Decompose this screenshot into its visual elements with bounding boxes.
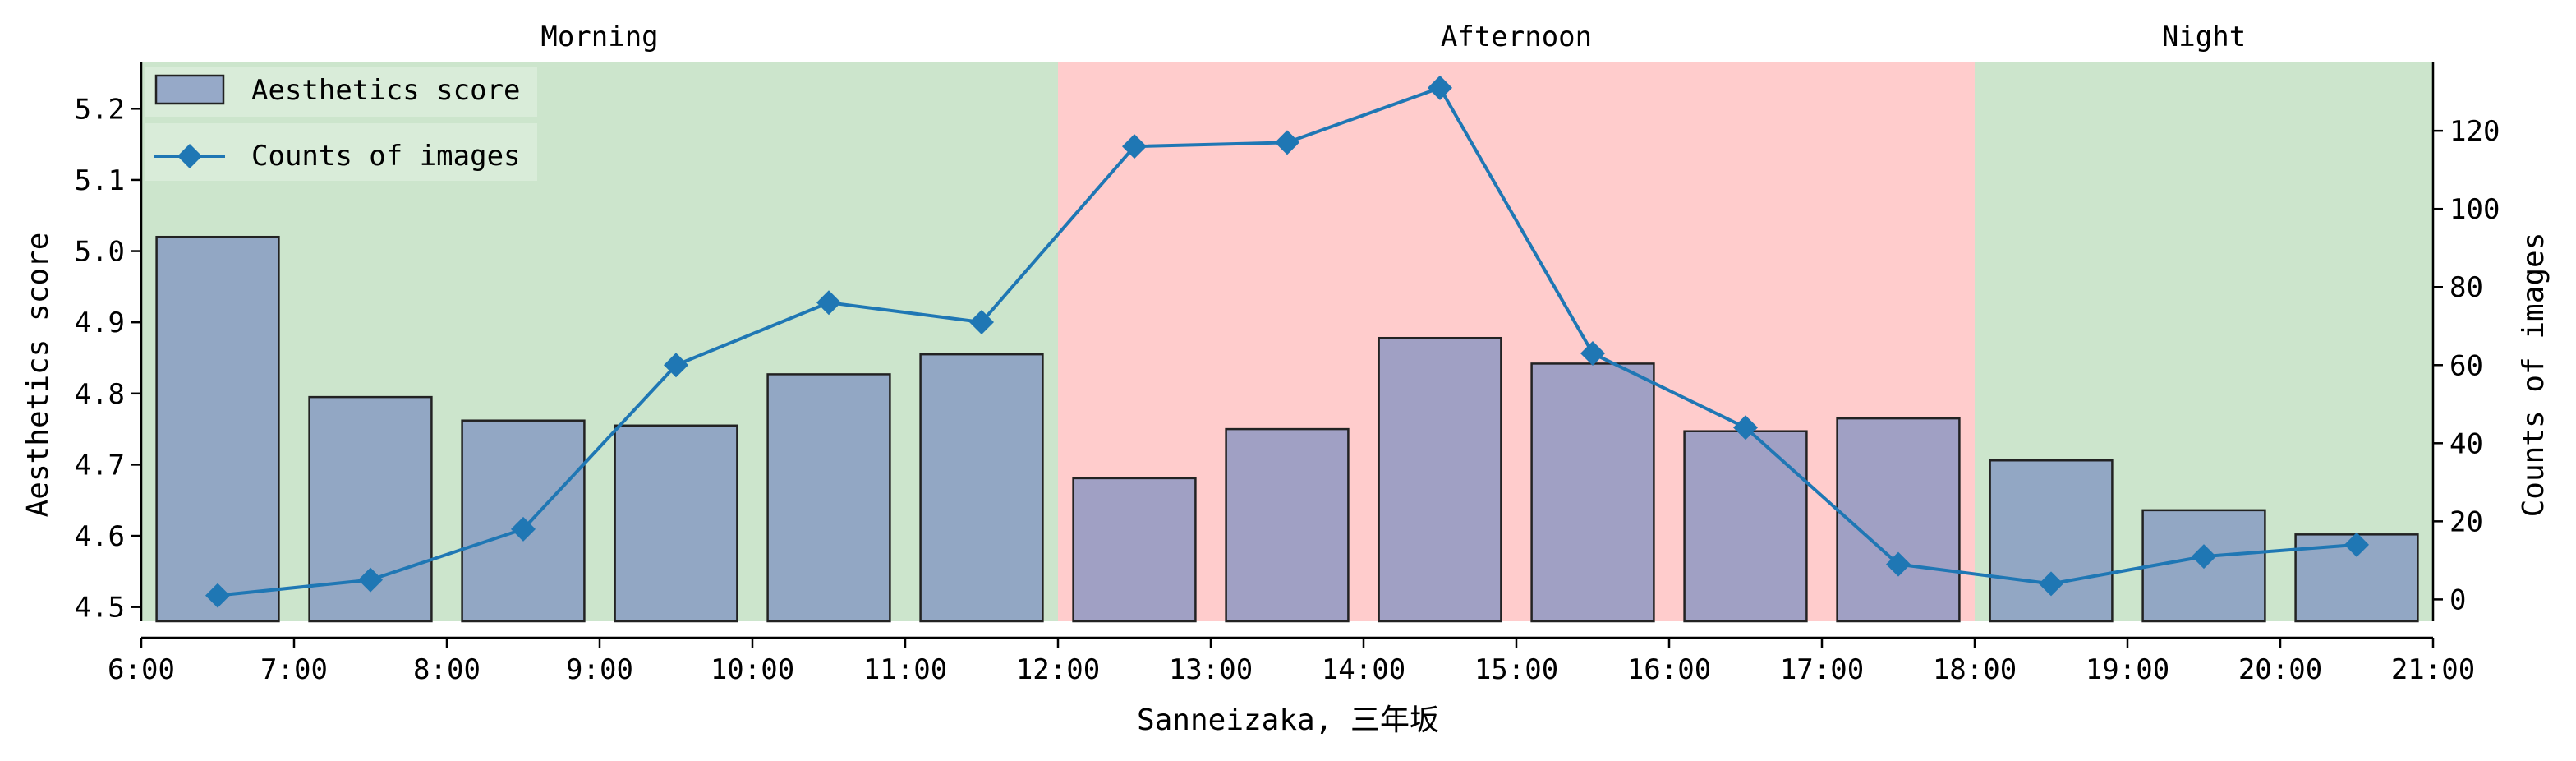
y-right-tick-label: 120 bbox=[2450, 115, 2500, 148]
x-tick-label: 15:00 bbox=[1474, 653, 1558, 686]
x-tick-label: 19:00 bbox=[2086, 653, 2169, 686]
line-point bbox=[205, 583, 230, 608]
line-point bbox=[511, 516, 536, 542]
line-point bbox=[2039, 571, 2063, 597]
y-left-tick-label: 4.9 bbox=[75, 307, 125, 339]
period-label-afternoon: Afternoon bbox=[1441, 21, 1592, 53]
bar bbox=[766, 373, 891, 623]
line-point bbox=[1428, 75, 1452, 100]
line-point bbox=[2192, 544, 2216, 570]
axes: 6:00 7:00 8:00 9:00 10:00 11:00 12:00 13:00 14:0… bbox=[75, 62, 2500, 686]
period-backgrounds bbox=[141, 62, 2433, 621]
legend-label-bars: Aesthetics score bbox=[251, 74, 521, 107]
line-point bbox=[664, 353, 688, 378]
line-point bbox=[1580, 341, 1605, 367]
y-left-tick-label: 5.2 bbox=[75, 93, 125, 126]
bar bbox=[1683, 430, 1808, 623]
y-left-tick-label: 5.1 bbox=[75, 164, 125, 197]
line-series bbox=[205, 75, 2369, 608]
y-right-tick-label: 40 bbox=[2450, 427, 2483, 460]
y-right-tick-label: 60 bbox=[2450, 349, 2483, 382]
x-tick-label: 9:00 bbox=[566, 653, 633, 686]
legend: Aesthetics score Counts of images bbox=[145, 67, 537, 181]
line-point bbox=[2344, 532, 2369, 557]
bar bbox=[1225, 427, 1350, 623]
bar bbox=[155, 235, 280, 623]
bar bbox=[1989, 459, 2114, 623]
line-point bbox=[1122, 134, 1147, 159]
y-left-tick-label: 4.5 bbox=[75, 592, 125, 625]
x-tick-label: 18:00 bbox=[1933, 653, 2017, 686]
legend-entry-bg bbox=[145, 123, 537, 181]
bar bbox=[614, 424, 738, 623]
y-axis-left-label: Aesthetics score bbox=[21, 233, 55, 518]
period-label-morning: Morning bbox=[540, 21, 658, 53]
legend-bar-swatch bbox=[154, 74, 225, 105]
line-point bbox=[1733, 415, 1758, 440]
y-axis-right-label: Counts of images bbox=[2517, 233, 2551, 518]
y-left-tick-label: 4.7 bbox=[75, 449, 125, 482]
x-tick-label: 8:00 bbox=[413, 653, 481, 686]
x-tick-label: 10:00 bbox=[711, 653, 794, 686]
bar bbox=[1072, 477, 1197, 623]
line-point bbox=[1886, 551, 1911, 577]
y-right-tick-label: 20 bbox=[2450, 505, 2483, 538]
bar bbox=[1530, 362, 1655, 623]
period-background-afternoon bbox=[1058, 62, 1975, 621]
legend-label-line: Counts of images bbox=[251, 140, 521, 173]
period-labels: Morning Afternoon Night bbox=[540, 21, 2246, 53]
y-left-tick-label: 5.0 bbox=[75, 236, 125, 269]
legend-diamond-marker bbox=[177, 144, 202, 168]
x-tick-label: 17:00 bbox=[1780, 653, 1864, 686]
y-right-tick-label: 80 bbox=[2450, 271, 2483, 304]
x-tick-label: 14:00 bbox=[1322, 653, 1405, 686]
line-point bbox=[969, 310, 994, 335]
x-tick-label: 7:00 bbox=[260, 653, 328, 686]
bar-series bbox=[155, 235, 2419, 623]
x-tick-label: 20:00 bbox=[2238, 653, 2322, 686]
y-right-tick-label: 100 bbox=[2450, 193, 2500, 226]
bar bbox=[919, 353, 1044, 623]
x-tick-label: 12:00 bbox=[1016, 653, 1100, 686]
y-left-tick-label: 4.8 bbox=[75, 378, 125, 411]
x-tick-label: 11:00 bbox=[863, 653, 947, 686]
x-tick-label: 13:00 bbox=[1169, 653, 1253, 686]
line-point bbox=[816, 290, 841, 316]
line-point bbox=[1275, 130, 1300, 155]
bar bbox=[1378, 336, 1502, 623]
x-tick-label: 6:00 bbox=[108, 653, 175, 686]
y-right-tick-label: 0 bbox=[2450, 583, 2466, 616]
bar bbox=[1836, 417, 1961, 623]
y-left-tick-label: 4.6 bbox=[75, 520, 125, 553]
x-tick-label: 16:00 bbox=[1627, 653, 1711, 686]
line-point bbox=[358, 567, 383, 593]
period-label-night: Night bbox=[2162, 21, 2246, 53]
x-tick-label: 21:00 bbox=[2391, 653, 2475, 686]
x-axis-label: Sanneizaka, 三年坂 bbox=[1137, 703, 1439, 737]
